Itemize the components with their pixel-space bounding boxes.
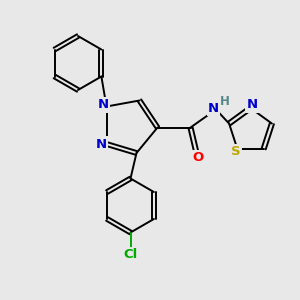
- Text: N: N: [246, 98, 258, 112]
- Text: Cl: Cl: [123, 248, 138, 262]
- Text: S: S: [231, 145, 241, 158]
- Text: O: O: [192, 151, 204, 164]
- Text: N: N: [97, 98, 109, 112]
- Text: H: H: [220, 94, 229, 108]
- Text: N: N: [208, 101, 219, 115]
- Text: N: N: [95, 137, 107, 151]
